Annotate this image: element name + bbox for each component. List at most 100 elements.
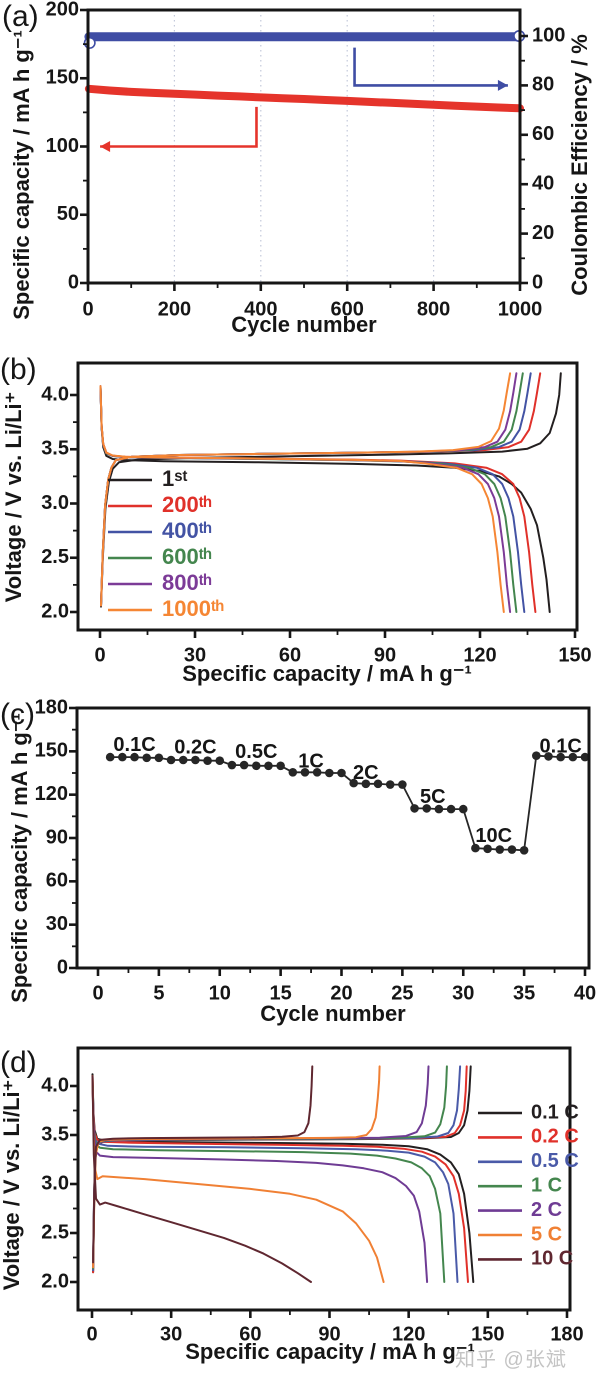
panel-b-y-axis-title: Voltage / V vs. Li/Li⁺ xyxy=(1,391,26,603)
tick-label: 120 xyxy=(35,783,68,805)
panel-a-label: (a) xyxy=(2,0,39,33)
panel-a-x-axis-title: Cycle number xyxy=(231,312,377,337)
arrow-head-icon xyxy=(100,141,111,152)
tick-label: 30 xyxy=(160,1323,182,1345)
tick-label: 3.5 xyxy=(41,438,69,460)
tick-label: 20 xyxy=(532,222,554,244)
legend-label: 5 C xyxy=(531,1223,562,1245)
data-point xyxy=(519,845,529,855)
tick-label: 35 xyxy=(513,982,535,1004)
annotation-2C: 2C xyxy=(353,762,379,784)
tick-label: 200 xyxy=(46,0,79,20)
data-point xyxy=(471,843,480,853)
tick-label: 180 xyxy=(35,696,68,718)
legend-item-400ᵗʰ: 400ᵗʰ xyxy=(108,518,212,543)
panel-c: 0 5 10 15 20 25 30 35 40 0 30 60 90 120 150 180 0.1C 0.2C… xyxy=(0,690,600,1035)
tick-label: 200 xyxy=(158,298,191,320)
panel-c-y-axis-title: Specific capacity / mA h g⁻¹ xyxy=(7,713,32,1003)
tick-label: 150 xyxy=(46,67,79,89)
data-point xyxy=(422,804,432,813)
legend-item-0.1 C: 0.1 C xyxy=(478,1101,579,1123)
legend: 0.1 C 0.2 C0.5 C1 C 2 C5 C 10 C xyxy=(478,1101,579,1270)
annotation-10C: 10C xyxy=(475,825,512,847)
series-rate-capability-markers xyxy=(105,751,590,855)
axis-ticks: 0 5 10 15 20 25 30 35 40 0 30 60 90 120 150 180 xyxy=(35,696,597,1004)
legend-label: 200ᵗʰ xyxy=(162,492,212,517)
data-point xyxy=(191,755,200,765)
tick-label: 400 xyxy=(244,298,277,320)
legend-item-5 C: 5 C xyxy=(478,1223,562,1245)
data-point xyxy=(178,755,188,765)
panel-b: 0 30 60 90 120 150 2.0 2.5 3.0 3.5 4.0 1ˢᵗ 200ᵗʰ 400ᵗ… xyxy=(0,345,600,690)
legend-item-1000ᵗʰ: 1000ᵗʰ xyxy=(108,596,224,621)
series xyxy=(99,372,562,613)
legend-label: 800ᵗʰ xyxy=(162,570,212,595)
tick-label: 30 xyxy=(452,982,474,1004)
tick-label: 2.5 xyxy=(41,546,69,568)
data-point xyxy=(154,753,164,763)
panel-b-label: (b) xyxy=(0,353,37,386)
data-point xyxy=(458,804,468,814)
series-cycle-1000-charge xyxy=(100,372,512,607)
guide-arrow-1 xyxy=(353,47,508,91)
axis-ticks: 0 30 60 90 120 150 180 2.0 2.5 3.0 3.5 4.0 xyxy=(41,1074,584,1345)
panel-d-x-axis-title: Specific capacity / mA h g⁻¹ xyxy=(185,1339,475,1364)
data-point xyxy=(312,767,322,777)
data-point xyxy=(361,779,371,789)
data-point xyxy=(483,844,492,854)
tick-label: 100 xyxy=(532,24,565,46)
tick-label: 2.5 xyxy=(41,1221,69,1243)
legend-item-600ᵗʰ: 600ᵗʰ xyxy=(108,544,212,569)
series-rate-0p1c-discharge xyxy=(91,1073,475,1283)
legend-label: 2 C xyxy=(531,1199,562,1221)
legend-label: 1ˢᵗ xyxy=(162,466,188,491)
tick-label: 0 xyxy=(532,271,543,293)
legend-item-1ˢᵗ: 1ˢᵗ xyxy=(108,466,188,491)
tick-label: 120 xyxy=(463,644,496,666)
annotation-0.1C: 0.1C xyxy=(113,734,155,756)
tick-label: 0 xyxy=(94,644,105,666)
data-point xyxy=(337,768,346,778)
tick-label: 30 xyxy=(46,913,68,935)
tick-label: 150 xyxy=(35,740,68,762)
legend-item-0.2 C: 0.2 C xyxy=(478,1126,579,1148)
series-rate-0p5c-discharge xyxy=(91,1080,459,1283)
legend-label: 0.5 C xyxy=(531,1150,579,1172)
annotation-0.5C: 0.5C xyxy=(235,741,277,763)
annotation-1C: 1C xyxy=(298,750,324,772)
axis-ticks: 0 30 60 90 120 150 2.0 2.5 3.0 3.5 4.0 xyxy=(41,383,592,666)
series xyxy=(84,32,525,113)
guide-arrow-0 xyxy=(100,106,258,152)
watermark: 知乎 @张斌 xyxy=(455,1349,567,1371)
tick-label: 1000 xyxy=(498,298,543,320)
legend-item-200ᵗʰ: 200ᵗʰ xyxy=(108,492,212,517)
data-point xyxy=(105,752,115,762)
data-point xyxy=(166,755,176,765)
tick-label: 600 xyxy=(331,298,364,320)
plot-border xyxy=(76,1046,572,1312)
data-point xyxy=(118,752,127,762)
tick-label: 25 xyxy=(391,982,413,1004)
tick-label: 0 xyxy=(92,982,103,1004)
tick-label: 0 xyxy=(68,271,79,293)
series-cycle-1000-discharge xyxy=(99,385,505,613)
tick-label: 10 xyxy=(209,982,231,1004)
series-rate-2c-discharge xyxy=(91,1089,429,1283)
plot-a: 0 200 400 600 800 1000 0 50 100 150 200 0 20 40 60 80 10… xyxy=(46,0,566,320)
series-rate-capability xyxy=(109,754,586,852)
series-rate-0p2c-charge xyxy=(92,1065,468,1274)
data-point xyxy=(410,804,419,813)
legend-label: 1 C xyxy=(531,1174,562,1196)
series-rate-1c-charge xyxy=(92,1065,448,1270)
plot-d: 0 30 60 90 120 150 180 2.0 2.5 3.0 3.5 4.0 0.1 C 0.2 … xyxy=(41,1046,584,1345)
legend-label: 0.2 C xyxy=(531,1126,579,1148)
tick-label: 3.0 xyxy=(41,1172,69,1194)
series-specific-capacity xyxy=(84,84,524,113)
plot-border xyxy=(76,361,579,632)
legend-label: 1000ᵗʰ xyxy=(162,596,224,621)
panel-b-x-axis-title: Specific capacity / mA h g⁻¹ xyxy=(182,661,472,686)
data-point xyxy=(532,751,541,760)
legend-item-800ᵗʰ: 800ᵗʰ xyxy=(108,570,212,595)
